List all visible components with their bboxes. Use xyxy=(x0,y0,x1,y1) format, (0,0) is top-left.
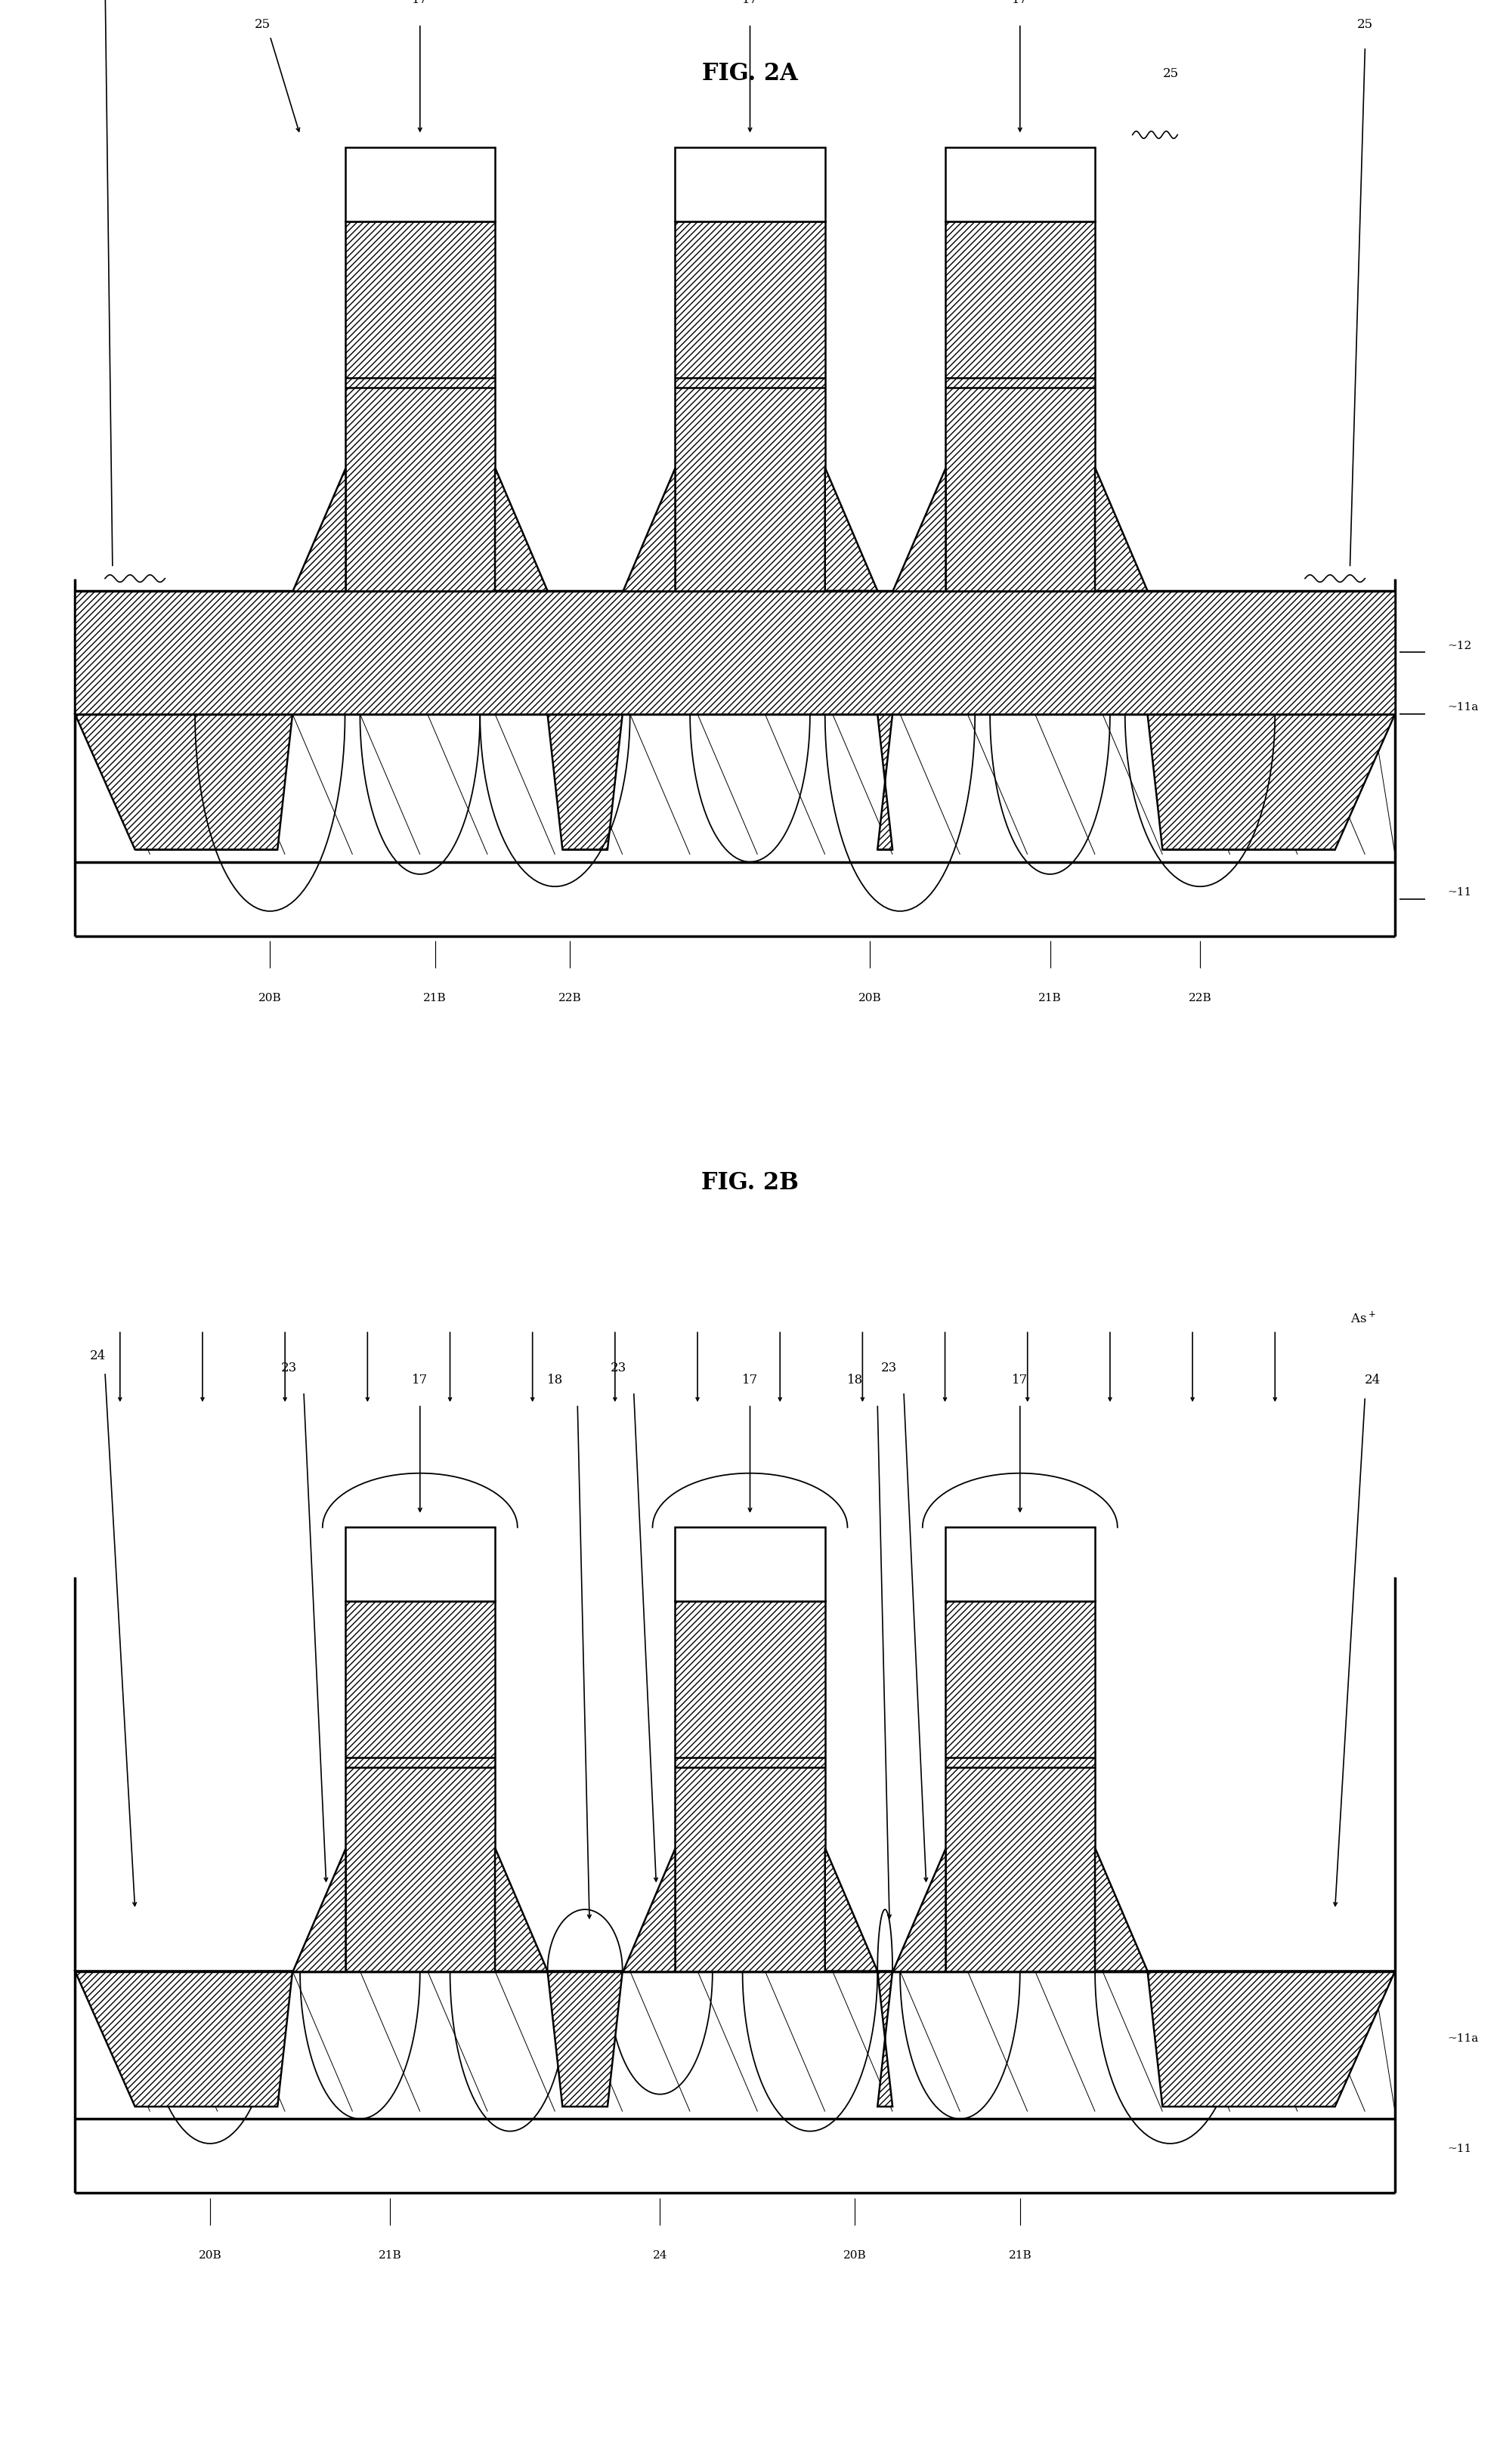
Text: 17: 17 xyxy=(742,1372,758,1387)
Bar xyxy=(675,1528,825,1602)
Polygon shape xyxy=(75,1971,293,2107)
Bar xyxy=(675,148,825,222)
Text: 17: 17 xyxy=(1012,0,1028,7)
Polygon shape xyxy=(825,468,878,591)
Text: 17: 17 xyxy=(412,0,427,7)
Polygon shape xyxy=(292,1848,345,1971)
Bar xyxy=(345,1528,495,1602)
Text: 23: 23 xyxy=(610,1360,627,1375)
Bar xyxy=(945,148,1095,222)
Text: 25: 25 xyxy=(1162,67,1179,81)
Text: 24: 24 xyxy=(90,1348,105,1363)
Text: FIG. 2B: FIG. 2B xyxy=(702,1170,798,1195)
Text: 25: 25 xyxy=(1358,17,1372,32)
Text: 23: 23 xyxy=(280,1360,297,1375)
Bar xyxy=(345,222,495,591)
Polygon shape xyxy=(1095,468,1148,591)
Polygon shape xyxy=(75,715,293,850)
Polygon shape xyxy=(878,1971,892,2107)
Bar xyxy=(675,222,825,591)
Text: 21B: 21B xyxy=(423,993,447,1003)
Polygon shape xyxy=(1095,1848,1148,1971)
Polygon shape xyxy=(1148,715,1395,850)
Text: 21B: 21B xyxy=(1038,993,1062,1003)
Text: 17: 17 xyxy=(1012,1372,1028,1387)
Text: FIG. 2A: FIG. 2A xyxy=(702,62,798,86)
Text: ~11: ~11 xyxy=(1448,887,1472,897)
Text: 23: 23 xyxy=(880,1360,897,1375)
Polygon shape xyxy=(495,468,548,591)
Bar xyxy=(945,1528,1095,1602)
Text: 20B: 20B xyxy=(858,993,882,1003)
Polygon shape xyxy=(495,1848,548,1971)
Polygon shape xyxy=(548,1971,622,2107)
Polygon shape xyxy=(622,1848,675,1971)
Text: ~11: ~11 xyxy=(1448,2144,1472,2154)
Polygon shape xyxy=(622,468,675,591)
Text: ~11a: ~11a xyxy=(1448,2033,1479,2043)
Text: 20B: 20B xyxy=(258,993,282,1003)
Text: 24: 24 xyxy=(1365,1372,1380,1387)
Polygon shape xyxy=(892,1848,945,1971)
Bar xyxy=(345,148,495,222)
Polygon shape xyxy=(548,715,622,850)
Text: 18: 18 xyxy=(548,1372,562,1387)
Text: 22B: 22B xyxy=(558,993,582,1003)
Text: 21B: 21B xyxy=(1008,2250,1032,2259)
Text: 20B: 20B xyxy=(843,2250,867,2259)
Text: ~11a: ~11a xyxy=(1448,702,1479,712)
Text: 17: 17 xyxy=(412,1372,427,1387)
Bar xyxy=(675,1602,825,1971)
Polygon shape xyxy=(878,715,892,850)
Text: 18: 18 xyxy=(847,1372,862,1387)
Bar xyxy=(345,1602,495,1971)
Polygon shape xyxy=(825,1848,878,1971)
Bar xyxy=(75,591,1395,715)
Text: 21B: 21B xyxy=(378,2250,402,2259)
Polygon shape xyxy=(292,468,345,591)
Text: 24: 24 xyxy=(652,2250,668,2259)
Polygon shape xyxy=(892,468,945,591)
Bar xyxy=(945,222,1095,591)
Text: 22B: 22B xyxy=(1188,993,1212,1003)
Text: ~12: ~12 xyxy=(1448,641,1472,650)
Text: As$^+$: As$^+$ xyxy=(1350,1311,1376,1326)
Polygon shape xyxy=(1148,1971,1395,2107)
Text: 20B: 20B xyxy=(198,2250,222,2259)
Text: 25: 25 xyxy=(255,17,270,32)
Bar xyxy=(945,1602,1095,1971)
Text: 17: 17 xyxy=(742,0,758,7)
